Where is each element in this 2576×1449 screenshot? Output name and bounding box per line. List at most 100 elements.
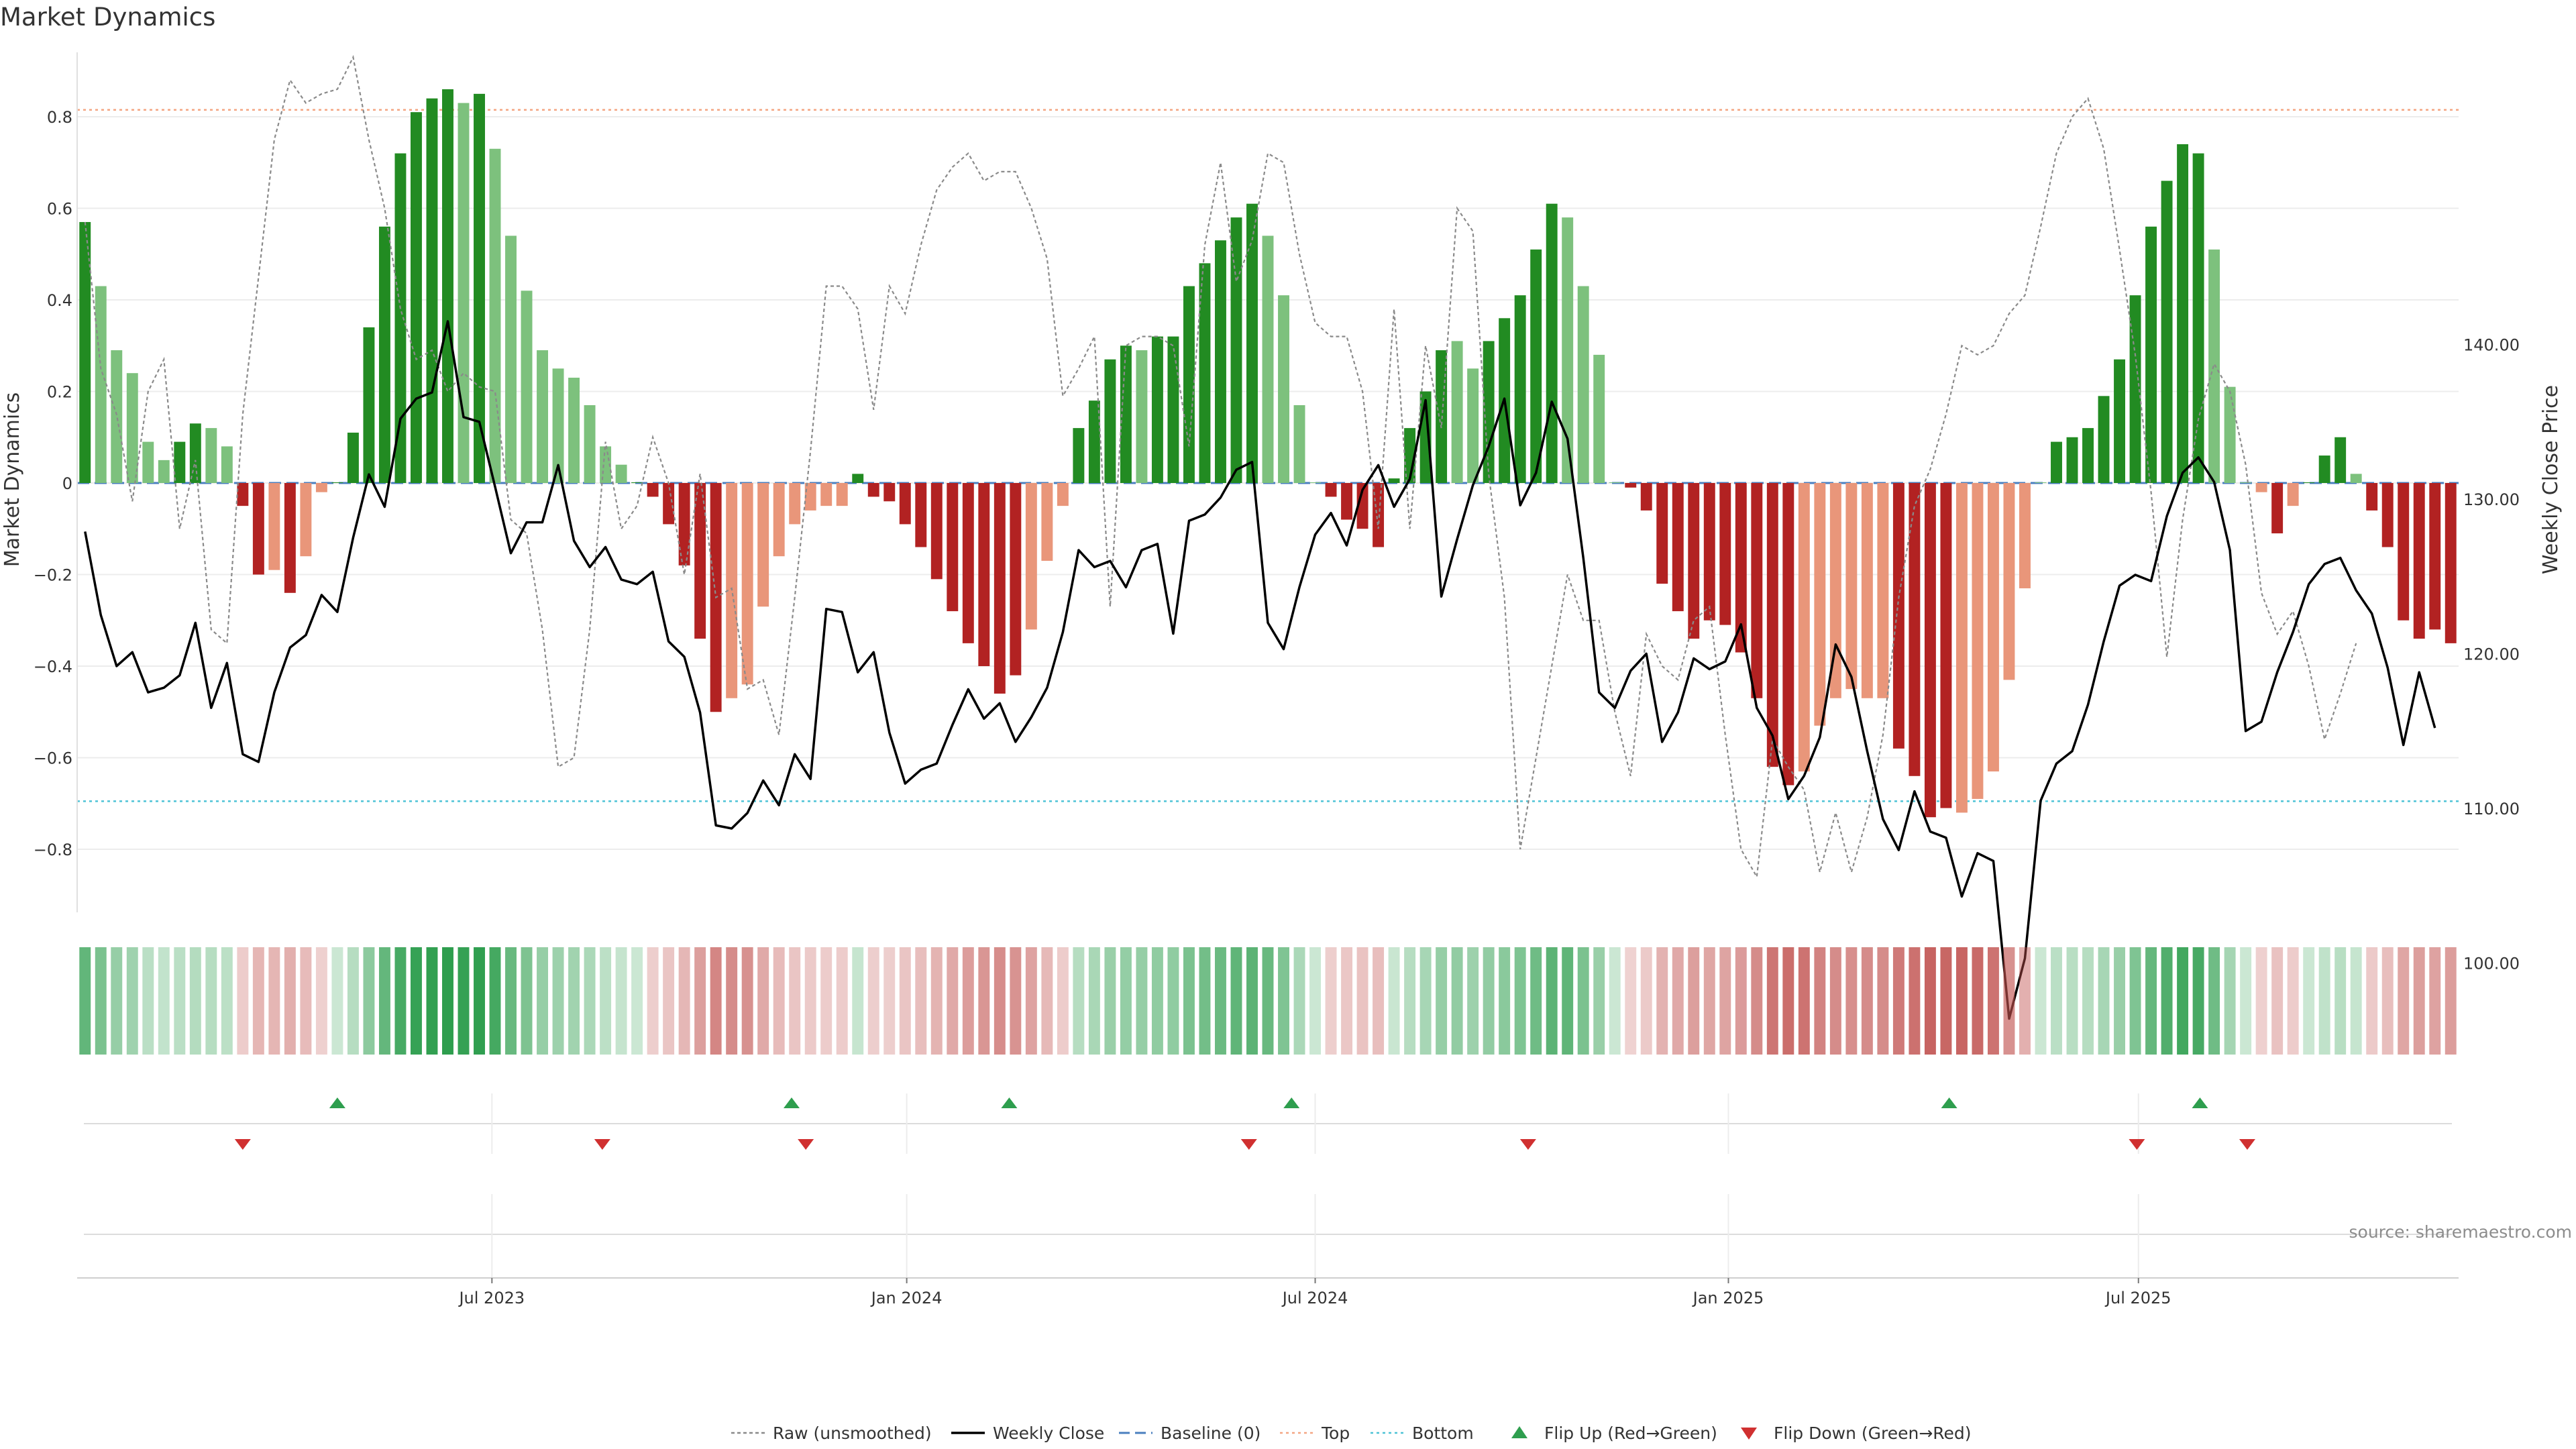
strip-cell [1546, 947, 1558, 1055]
strip-cell [1120, 947, 1132, 1055]
legend-item: Flip Up (Red→Green) [1511, 1424, 1717, 1443]
flip-down-marker [798, 1139, 814, 1150]
bar [1293, 405, 1305, 483]
bar [947, 483, 959, 612]
strip-cell [1940, 947, 1952, 1055]
bar [1530, 249, 1542, 483]
strip-cell [126, 947, 138, 1055]
strip-cell [2035, 947, 2047, 1055]
strip-cell [2098, 947, 2110, 1055]
bar [757, 483, 769, 607]
strip-cell [2350, 947, 2362, 1055]
bar [537, 350, 549, 483]
strip-cell [2003, 947, 2015, 1055]
strip-cell [142, 947, 154, 1055]
bar [1909, 483, 1921, 776]
weekly-close-line [84, 320, 2436, 1020]
strip-cell [1293, 947, 1305, 1055]
strip-cell [2145, 947, 2157, 1055]
bar [363, 327, 375, 483]
bar [1341, 483, 1353, 520]
strip-cell [442, 947, 453, 1055]
strip-cell [1798, 947, 1810, 1055]
bar [1057, 483, 1069, 506]
strip-cell [221, 947, 233, 1055]
strip-cell [2255, 947, 2267, 1055]
strip-cell [1451, 947, 1463, 1055]
bar [521, 290, 533, 483]
y2-tick-label: 140.00 [2463, 336, 2520, 355]
bar [1751, 483, 1763, 698]
bar [2334, 437, 2347, 483]
bar [1010, 483, 1022, 676]
bar-series [79, 89, 2457, 818]
bar [2287, 483, 2299, 506]
strip-cell [1356, 947, 1368, 1055]
strip-cell [552, 947, 564, 1055]
strip-cell [804, 947, 816, 1055]
strip-cell [1088, 947, 1100, 1055]
legend-label: Bottom [1412, 1424, 1474, 1443]
strip-cell [1829, 947, 1841, 1055]
bar [2398, 483, 2410, 621]
strip-cell [1057, 947, 1069, 1055]
legend-item: Flip Down (Green→Red) [1741, 1424, 1972, 1443]
bar [2240, 482, 2252, 483]
strip-cell [300, 947, 312, 1055]
bar [584, 405, 596, 483]
strip-cell [2161, 947, 2173, 1055]
strip-cell [1562, 947, 1574, 1055]
strip-cell [694, 947, 706, 1055]
bar [994, 483, 1006, 694]
axes: 0.8 0.6 0.4 0.2 0 −0.2 −0.4 −0.6 −0.8 140.00 130.0… [34, 52, 2520, 973]
y2-axis-label: Weekly Close Price [2539, 385, 2563, 574]
bar [79, 221, 91, 483]
flip-down-marker [594, 1139, 610, 1150]
x-tick-label: Jul 2023 [458, 1289, 525, 1307]
y2-tick-label: 120.00 [2463, 645, 2520, 664]
strip-cell [978, 947, 990, 1055]
bar [1845, 483, 1858, 690]
bar [852, 474, 864, 483]
flip-up-marker [2192, 1097, 2208, 1108]
strip-cell [411, 947, 422, 1055]
bar [221, 446, 233, 483]
bar [1625, 483, 1637, 488]
bar [1972, 483, 1984, 799]
bar [789, 483, 801, 525]
strip-cell [2445, 947, 2457, 1055]
bar [2098, 396, 2110, 483]
bar [568, 378, 580, 483]
bar [1546, 203, 1558, 483]
flip-markers-panel [84, 1093, 2452, 1278]
strip-cell [2114, 947, 2125, 1055]
strip-cell [757, 947, 769, 1055]
bar [2019, 483, 2031, 588]
legend-label: Flip Up (Red→Green) [1544, 1424, 1717, 1443]
bar [2066, 437, 2078, 483]
bar [1215, 240, 1226, 483]
strip-cell [458, 947, 470, 1055]
bar [426, 98, 438, 483]
bar [205, 428, 217, 483]
y-tick-label: 0.6 [47, 200, 72, 219]
bar [1877, 483, 1889, 698]
flip-down-marker [2239, 1139, 2255, 1150]
bar [1199, 263, 1211, 483]
bar [1514, 295, 1526, 483]
bar [552, 368, 564, 483]
strip-cell [1672, 947, 1684, 1055]
strip-cell [1877, 947, 1889, 1055]
bar [1861, 483, 1873, 698]
strip-cell [284, 947, 296, 1055]
raw-series-line [84, 54, 2357, 879]
bar [1672, 483, 1684, 612]
flip-down-marker [1519, 1139, 1536, 1150]
strip-cell [1625, 947, 1637, 1055]
strip-cell [852, 947, 864, 1055]
strip-cell [1041, 947, 1053, 1055]
bar [1940, 483, 1952, 808]
strip-cell [363, 947, 375, 1055]
bar [2271, 483, 2284, 534]
strip-cell [2051, 947, 2062, 1055]
